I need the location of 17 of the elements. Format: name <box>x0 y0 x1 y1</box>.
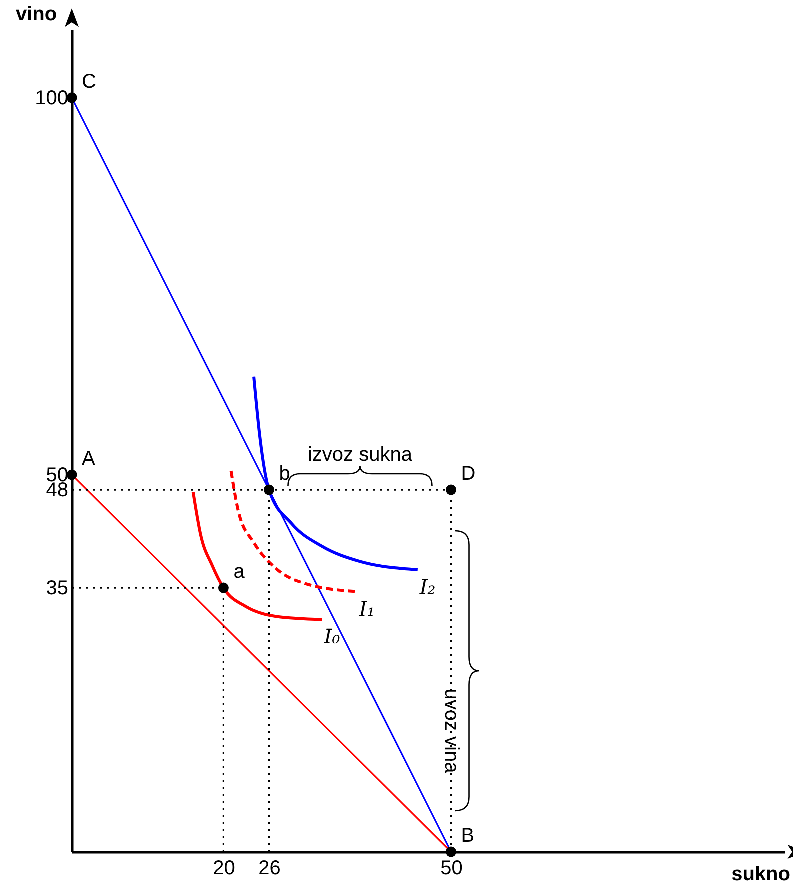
annotation: A <box>82 448 96 470</box>
x-axis-title: sukno <box>732 864 790 885</box>
y-tick-label: 35 <box>46 578 68 600</box>
annotation: C <box>82 70 96 93</box>
annotation: D <box>461 463 476 486</box>
annotation: B <box>461 825 475 847</box>
annotation: izvoz sukna <box>308 444 414 466</box>
annotation: b <box>279 463 290 486</box>
x-tick-label: 50 <box>440 858 463 880</box>
series-label: I₂ <box>418 574 436 599</box>
x-tick-label: 26 <box>258 858 281 880</box>
x-tick-label: 20 <box>213 858 236 880</box>
series-label: I₁ <box>358 596 376 621</box>
y-axis-title: vino <box>16 4 58 26</box>
y-tick-label: 100 <box>35 87 68 110</box>
annotation: a <box>234 561 246 584</box>
series-label: I₀ <box>323 624 340 649</box>
